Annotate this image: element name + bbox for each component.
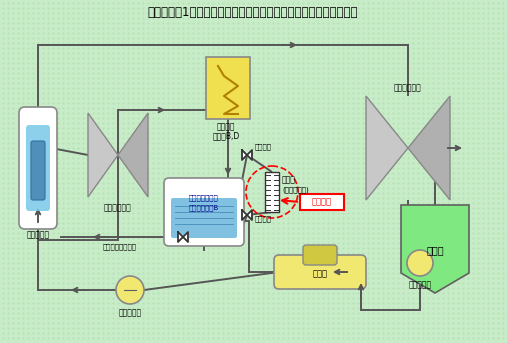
Text: 脱気器: 脱気器: [312, 270, 328, 279]
Polygon shape: [88, 113, 118, 197]
FancyBboxPatch shape: [171, 198, 237, 238]
Text: 蒸気発生器: 蒸気発生器: [26, 230, 50, 239]
FancyBboxPatch shape: [300, 194, 344, 210]
Polygon shape: [366, 96, 408, 200]
Text: 復水ポンプ: 復水ポンプ: [409, 280, 431, 289]
Text: 湿分分離: 湿分分離: [217, 122, 235, 131]
Polygon shape: [401, 205, 469, 293]
FancyBboxPatch shape: [274, 255, 366, 289]
Text: 当該箇所: 当該箇所: [312, 198, 332, 206]
Text: 伊方発電所1号機　湿分分離加熱器ドレンタンクまわり系統概略図: 伊方発電所1号機 湿分分離加熱器ドレンタンクまわり系統概略図: [148, 7, 358, 20]
FancyBboxPatch shape: [19, 107, 57, 229]
Text: 下部元弁: 下部元弁: [255, 216, 272, 222]
Circle shape: [407, 250, 433, 276]
Text: 加熱器B,D: 加熱器B,D: [212, 131, 240, 140]
FancyBboxPatch shape: [26, 125, 50, 211]
Text: 復水器: 復水器: [426, 245, 444, 255]
Text: 高圧給水加熱器へ: 高圧給水加熱器へ: [103, 243, 137, 250]
Text: 高圧タービン: 高圧タービン: [104, 203, 132, 212]
FancyBboxPatch shape: [164, 178, 244, 246]
Text: ドレンタンクB: ドレンタンクB: [189, 204, 219, 211]
FancyBboxPatch shape: [206, 57, 250, 119]
Polygon shape: [242, 150, 252, 160]
Polygon shape: [118, 113, 148, 197]
Text: 水面計: 水面計: [282, 176, 296, 185]
FancyBboxPatch shape: [31, 141, 45, 200]
Circle shape: [116, 276, 144, 304]
Polygon shape: [242, 210, 252, 220]
Text: (現地指示用): (現地指示用): [282, 187, 309, 193]
FancyBboxPatch shape: [265, 172, 279, 212]
Text: 上部元弁: 上部元弁: [255, 144, 272, 150]
Text: 給水ポンプ: 給水ポンプ: [119, 308, 141, 317]
FancyBboxPatch shape: [303, 245, 337, 265]
Text: 低圧タービン: 低圧タービン: [394, 83, 422, 92]
Polygon shape: [408, 96, 450, 200]
Polygon shape: [178, 232, 188, 242]
Text: 湿分分離加熱器: 湿分分離加熱器: [189, 194, 219, 201]
